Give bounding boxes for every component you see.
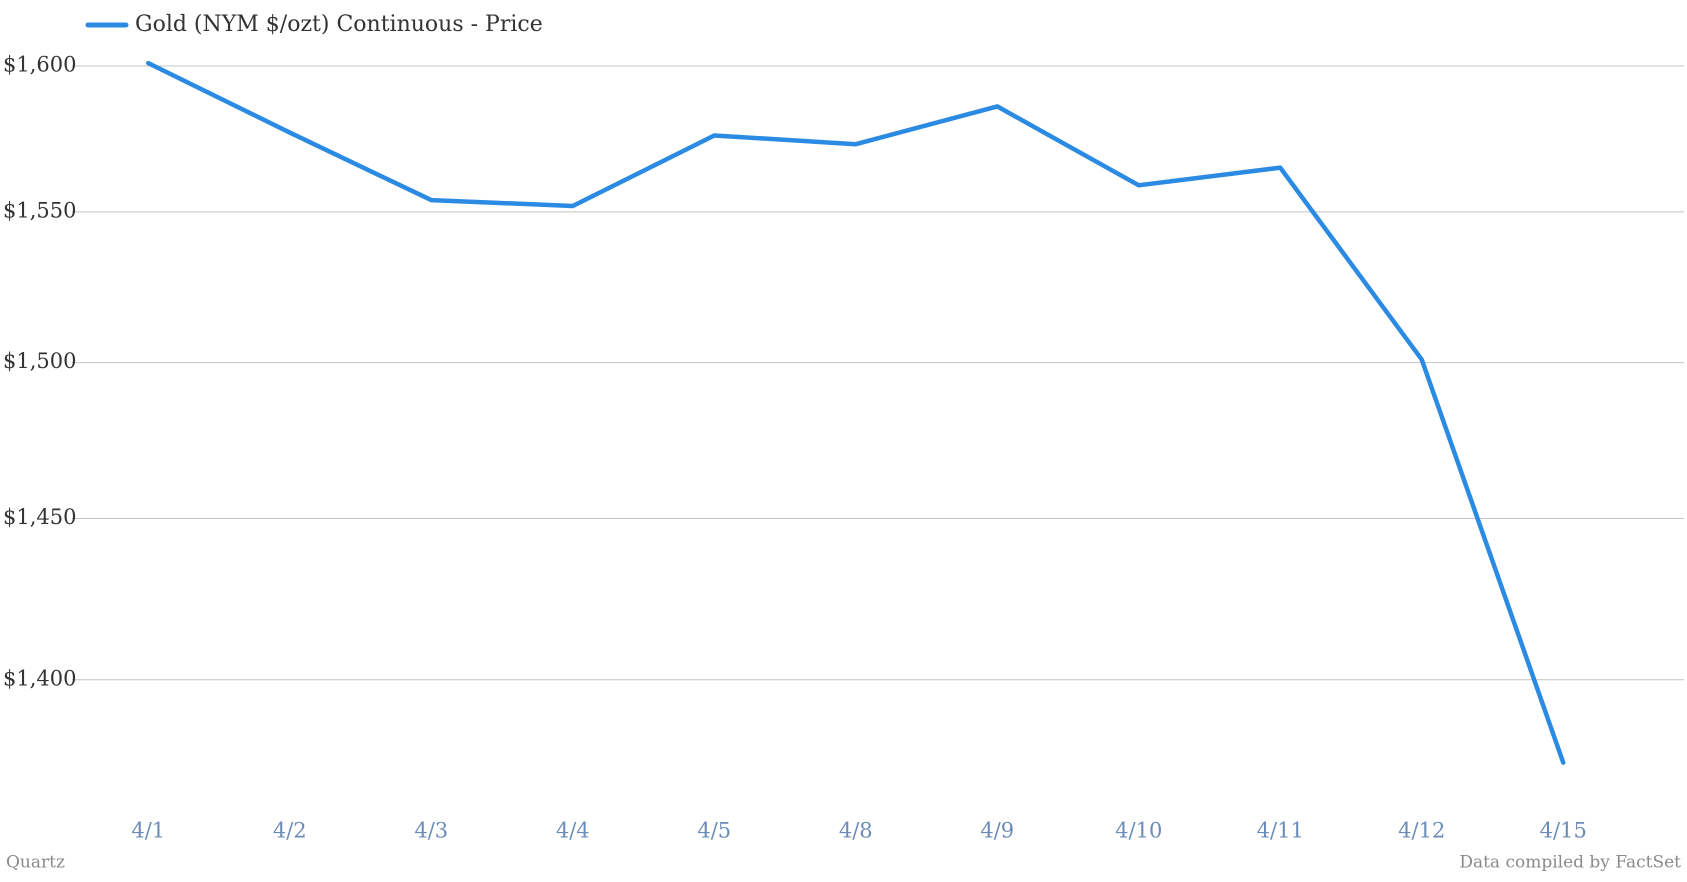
- x-tick-label: 4/8: [839, 819, 873, 843]
- y-tick-label: $1,450: [3, 505, 76, 529]
- x-tick-label: 4/1: [131, 819, 165, 843]
- y-tick-label: $1,550: [3, 198, 76, 222]
- x-tick-label: 4/15: [1540, 819, 1587, 843]
- x-tick-label: 4/12: [1398, 819, 1445, 843]
- y-tick-label: $1,500: [3, 349, 76, 373]
- y-tick-label: $1,600: [3, 53, 76, 77]
- x-tick-label: 4/9: [980, 819, 1014, 843]
- series-line: [146, 60, 1566, 765]
- x-tick-label: 4/4: [556, 819, 590, 843]
- x-tick-label: 4/3: [414, 819, 448, 843]
- x-tick-label: 4/10: [1115, 819, 1162, 843]
- x-tick-label: 4/2: [273, 819, 307, 843]
- legend-label: Gold (NYM $/ozt) Continuous - Price: [135, 12, 543, 37]
- source-left: Quartz: [6, 853, 65, 873]
- x-tick-label: 4/11: [1257, 819, 1304, 843]
- x-tick-label: 4/5: [697, 819, 731, 843]
- source-right: Data compiled by FactSet: [1459, 853, 1681, 873]
- y-tick-label: $1,400: [3, 666, 76, 690]
